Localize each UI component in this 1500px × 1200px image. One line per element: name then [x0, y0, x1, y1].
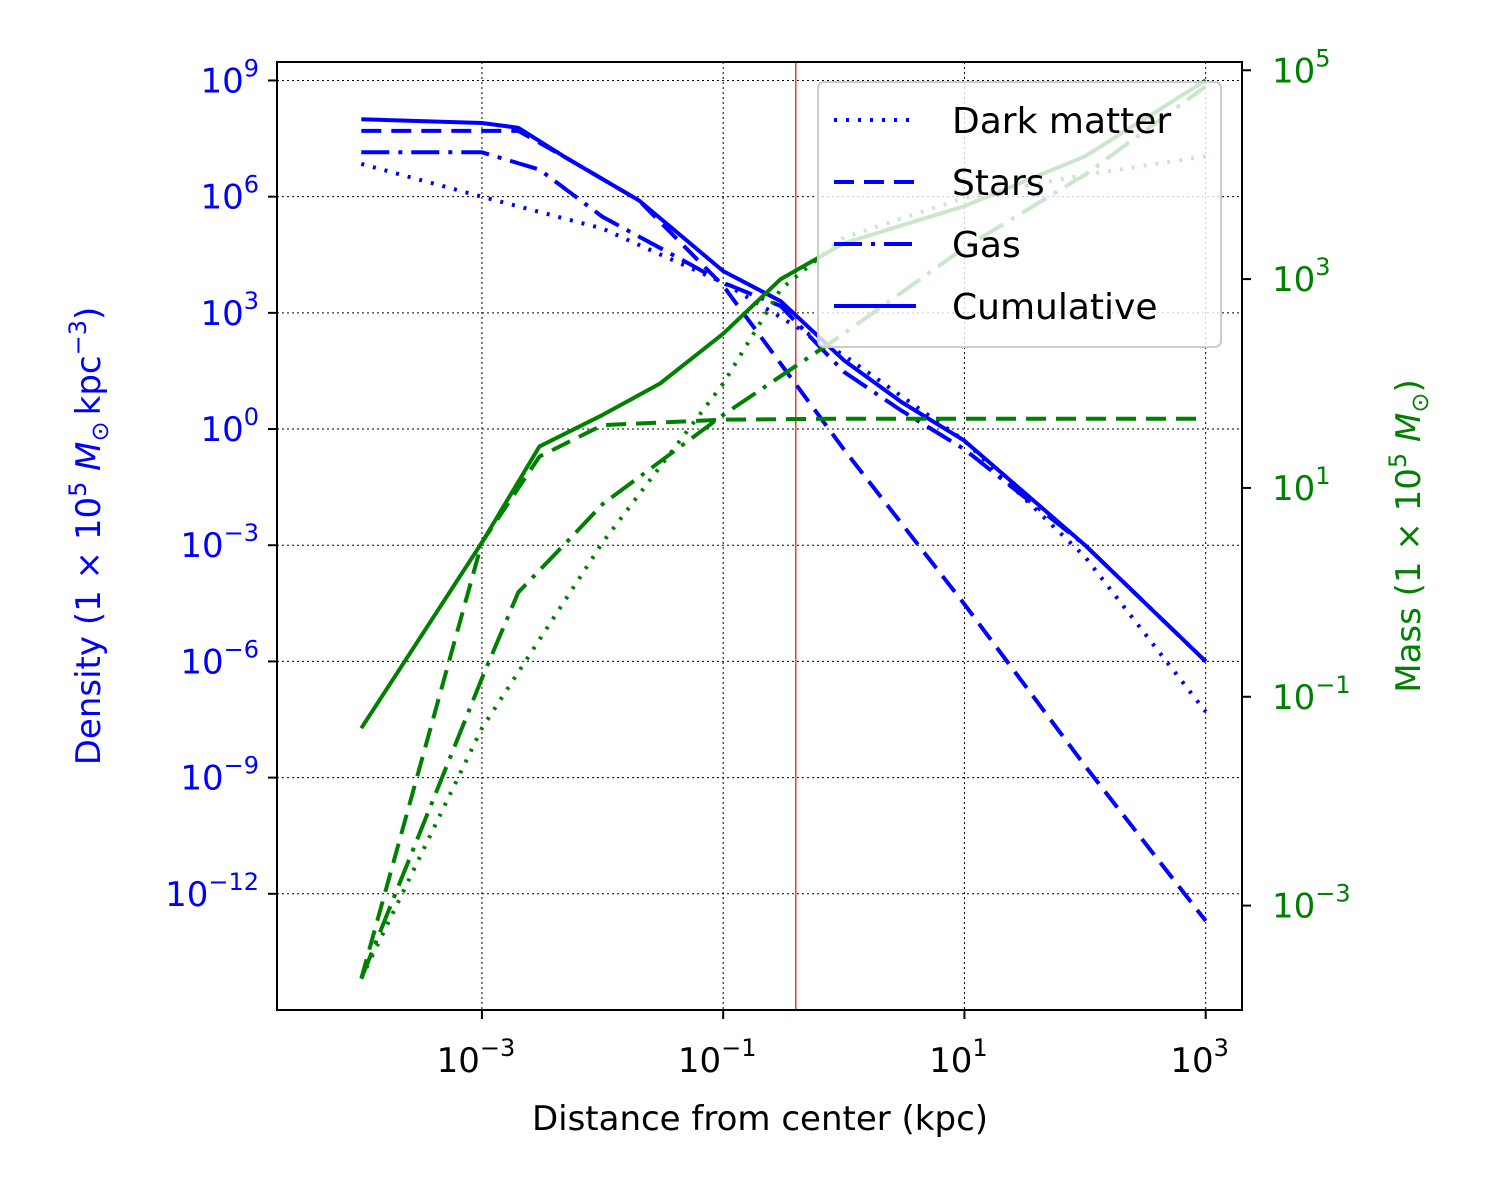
- legend-label: Gas: [952, 225, 1021, 266]
- left-tick-label: 10−9: [180, 752, 259, 799]
- right-axis-title: Mass (1 × 105 M⊙): [1384, 379, 1434, 692]
- x-tick-label: 101: [929, 1034, 988, 1081]
- left-tick-label: 10−3: [180, 519, 259, 566]
- right-tick-label: 10−1: [1272, 671, 1351, 718]
- plot-frame: [276, 61, 1243, 1011]
- right-tick-label: 105: [1272, 44, 1331, 91]
- left-tick-label: 103: [200, 287, 259, 334]
- right-tick-label: 10−3: [1272, 880, 1351, 927]
- grid: [277, 62, 1242, 1010]
- left-axis-title: Density (1 × 105 M⊙kpc−3): [64, 307, 114, 766]
- legend-box: [817, 81, 1222, 348]
- right-axis-ticks: 105 103 101 10−1 10−3: [1242, 44, 1351, 927]
- legend-label: Cumulative: [952, 287, 1157, 328]
- left-tick-label: 106: [200, 171, 259, 218]
- left-tick-label: 10−6: [180, 635, 259, 682]
- legend: Dark matter Stars Gas Cumulative: [817, 81, 1222, 348]
- density-series-group: [360, 117, 1208, 923]
- x-tick-label: 10−1: [678, 1034, 757, 1081]
- right-tick-label: 103: [1272, 253, 1331, 300]
- x-tick-label: 103: [1170, 1034, 1229, 1081]
- left-tick-label: 100: [200, 403, 259, 450]
- density-dark-matter-line: [360, 161, 1208, 714]
- left-tick-label: 109: [200, 54, 259, 101]
- density-cumulative-line: [361, 117, 1208, 663]
- x-axis-ticks: 10−3 10−1 101 103: [437, 1010, 1229, 1081]
- x-tick-label: 10−3: [437, 1034, 516, 1081]
- left-tick-label: 10−12: [165, 868, 259, 915]
- right-tick-label: 101: [1272, 462, 1331, 509]
- legend-label: Dark matter: [952, 101, 1171, 142]
- legend-label: Stars: [952, 163, 1045, 204]
- x-axis-title: Distance from center (kpc): [532, 1099, 988, 1139]
- left-axis-ticks: 109 106 103 100 10−3 10−6 10−9 10−12: [165, 54, 277, 915]
- density-gas-line: [361, 150, 1208, 663]
